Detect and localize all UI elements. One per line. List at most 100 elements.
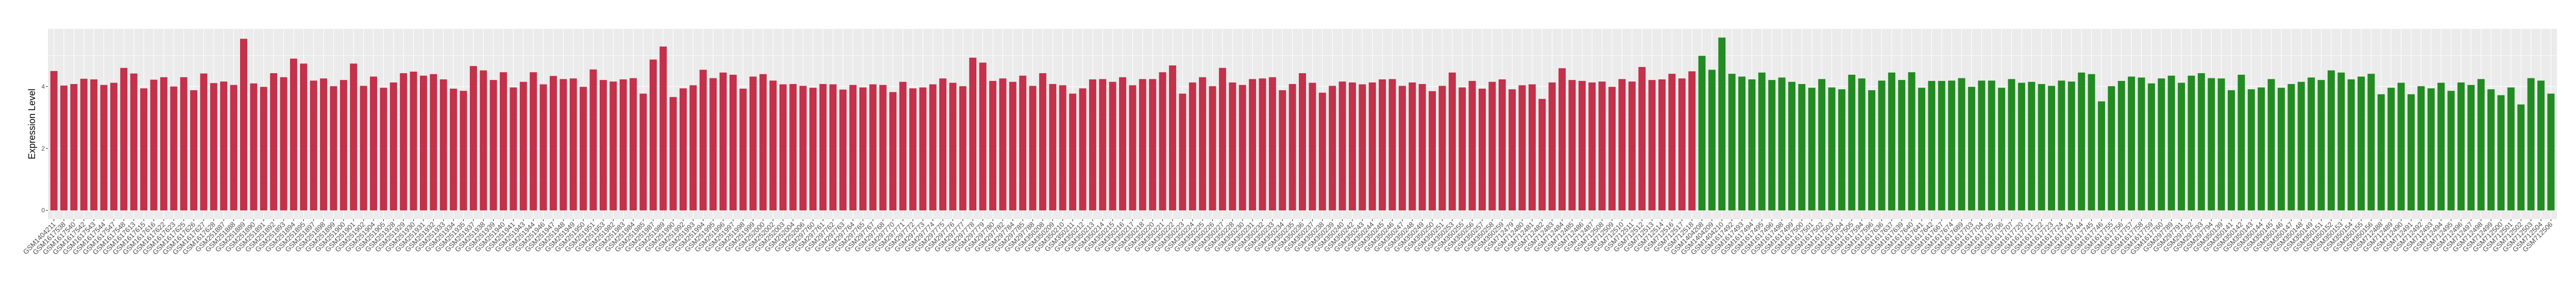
bar-GSM297764	[849, 85, 857, 211]
bar-GSM712506	[2547, 93, 2555, 211]
bar-GSM251899	[330, 86, 337, 211]
bar-GSM251937	[469, 66, 477, 211]
bar-GSM350232	[1259, 78, 1266, 211]
bar-GSM712498	[2477, 79, 2485, 211]
bar-GSM350227	[1218, 68, 1226, 211]
bar-GSM712486	[1578, 80, 1586, 211]
bar-GSM1617626	[190, 90, 198, 211]
bar-GSM350239	[1329, 86, 1336, 211]
bar-GSM1617639	[1898, 80, 1906, 211]
bar-GSM251984	[630, 78, 637, 211]
bar-GSM251930	[410, 71, 417, 211]
bar-GSM297761	[819, 84, 827, 211]
bar-GSM350237	[1309, 82, 1316, 211]
bar-GSM712492	[2417, 86, 2425, 211]
bar-GSM1617616	[150, 79, 158, 211]
bar-GSM350215	[1109, 81, 1116, 211]
bar-GSM1617622	[160, 77, 167, 211]
bar-GSM251948	[560, 79, 567, 211]
y-axis: 0 2 4	[41, 83, 48, 214]
bar-GSM1617722	[2038, 84, 2045, 211]
bar-GSM350209	[1049, 84, 1057, 211]
bar-GSM1617746	[2097, 101, 2105, 211]
bar-GSM1617544	[100, 85, 108, 211]
bar-GSM1617640	[1908, 72, 1916, 211]
bar-GSM1617543	[90, 79, 98, 211]
bar-GSM350259	[1498, 79, 1506, 211]
bar-GSM251947	[550, 76, 557, 211]
bar-GSM712504	[2537, 80, 2545, 211]
bar-GSM251994	[699, 70, 707, 211]
bar-GSM350143	[2247, 89, 2255, 211]
bar-GSM712518	[1688, 71, 1696, 211]
bar-GSM252002	[769, 80, 777, 211]
bar-GSM297774	[929, 84, 937, 211]
bar-GSM1617493	[1738, 76, 1746, 211]
bar-GSM251987	[649, 59, 657, 211]
bar-GSM1617743	[2067, 81, 2075, 211]
bar-GSM251985	[639, 93, 647, 211]
bar-GSM251887	[220, 81, 228, 211]
bar-GSM251895	[300, 63, 308, 211]
bar-GSM1617613	[130, 73, 138, 211]
bar-GSM350213	[1089, 79, 1096, 211]
bar-GSM1617547	[110, 82, 117, 211]
bar-GSM712513	[1648, 80, 1656, 211]
bar-GSM251889	[240, 39, 247, 211]
bar-GSM350214	[1099, 79, 1107, 211]
bar-GSM297788	[1029, 86, 1037, 211]
bar-GSM350221	[1159, 72, 1166, 211]
bar-GSM297765	[859, 87, 867, 211]
y-axis-title: Expression Level	[27, 89, 37, 159]
bar-GSM1404210	[1718, 37, 1726, 211]
bar-GSM712497	[2467, 85, 2475, 211]
bar-GSM1617496	[1768, 80, 1776, 211]
bar-GSM251940	[500, 72, 507, 211]
bar-GSM712484	[1558, 68, 1566, 211]
bar-GSM350152	[2327, 70, 2335, 211]
bar-GSM1617689	[1958, 78, 1965, 211]
bar-GSM1617625	[180, 77, 188, 211]
bar-GSM1617757	[2128, 76, 2136, 211]
bar-GSM251993	[689, 85, 697, 211]
bar-GSM251902	[360, 86, 367, 211]
bar-GSM1617540	[70, 84, 78, 211]
bar-GSM1617596	[1868, 90, 1876, 211]
bar-GSM712480	[1518, 85, 1526, 211]
bar-GSM1617628	[210, 83, 217, 211]
bar-GSM350238	[1318, 92, 1326, 211]
bar-GSM251891	[260, 87, 267, 211]
bar-GSM350257	[1478, 88, 1486, 211]
bar-GSM350139	[2217, 78, 2225, 211]
bar-GSM297777	[959, 86, 967, 211]
bar-GSM251933	[439, 79, 447, 211]
bar-GSM1404208	[1698, 56, 1706, 211]
bar-GSM350145	[2267, 79, 2275, 211]
bar-GSM251996	[719, 72, 727, 211]
bar-GSM251901	[350, 63, 358, 211]
bar-GSM1617667	[1938, 80, 1945, 211]
bar-GSM1617641	[1918, 88, 1925, 211]
bar-GSM1617674	[1948, 80, 1956, 211]
bar-GSM297762	[829, 84, 837, 211]
bar-GSM1617542	[80, 78, 88, 211]
bar-GSM1617721	[2028, 81, 2036, 211]
bar-GSM297785	[1019, 75, 1027, 211]
bar-GSM251935	[460, 91, 467, 211]
bar-GSM297770	[889, 92, 897, 211]
bar-GSM251951	[589, 69, 597, 211]
bar-GSM251989	[659, 46, 667, 211]
bar-GSM350242	[1348, 82, 1356, 211]
bar-GSM1617495	[1758, 72, 1766, 211]
bar-GSM1617637	[1888, 72, 1895, 211]
bar-GSM297767	[869, 84, 877, 211]
bar-GSM1617538	[60, 85, 67, 211]
bar-GSM251897	[310, 80, 317, 211]
bar-GSM1617623	[170, 86, 178, 211]
bar-GSM350208	[1039, 73, 1046, 211]
bar-GSM712510	[1618, 79, 1626, 211]
bar-GSM251943	[519, 81, 527, 211]
bar-GSM297768	[879, 85, 887, 211]
bar-GSM1617502	[1818, 79, 1826, 211]
bar-GSM350256	[1468, 80, 1476, 211]
